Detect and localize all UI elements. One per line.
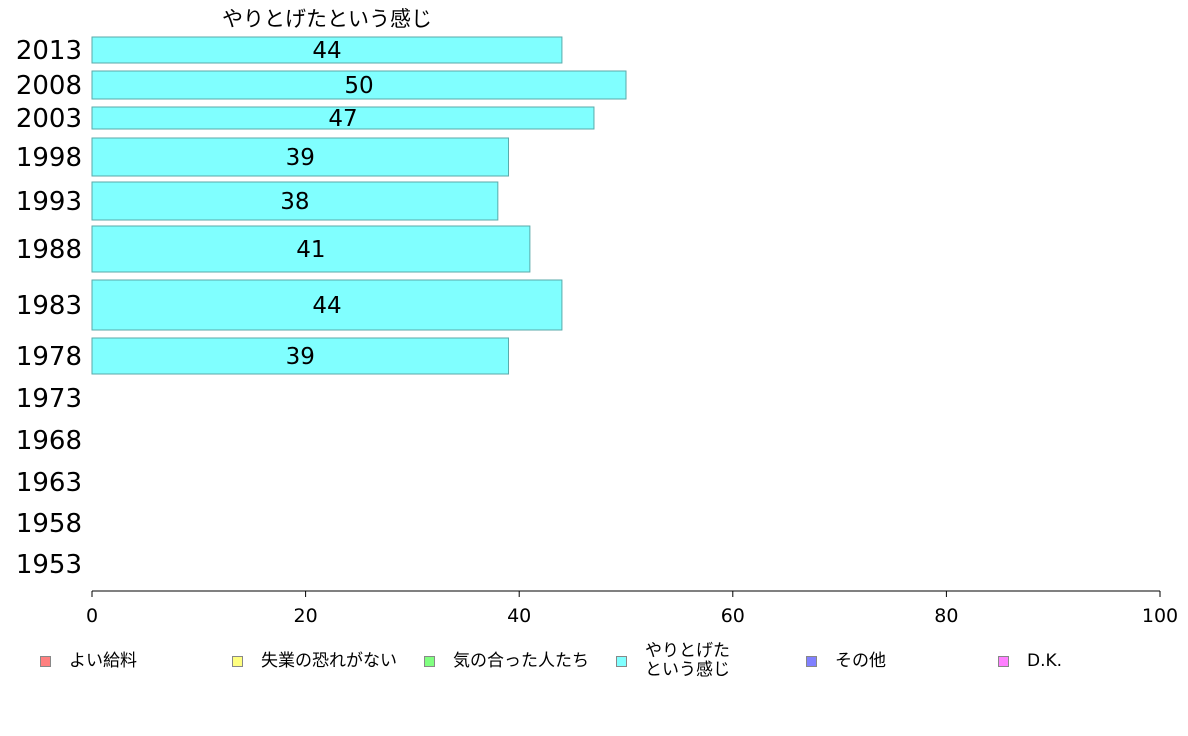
legend-swatch [616,655,627,667]
bar [91,70,627,100]
y-tick-label: 2008 [16,71,82,101]
x-tick-label: 40 [507,605,531,627]
x-tick-label: 0 [86,605,98,627]
legend-label: やりとげた という感じ [645,641,730,680]
legend-swatch [998,655,1009,667]
legend-label: 気の合った人たち [453,650,589,671]
bar [91,36,563,64]
legend-label: D.K. [1027,650,1063,671]
y-tick-label: 1958 [16,509,82,539]
legend-swatch [232,655,243,667]
x-tick-label: 60 [721,605,745,627]
bar [91,225,531,273]
y-tick-label: 1983 [16,291,82,321]
bar-value-label: 41 [296,237,325,263]
y-tick-label: 2013 [16,36,82,66]
bar [91,106,595,130]
chart-title: やりとげたという感じ [222,7,432,31]
bar-value-label: 44 [312,293,341,319]
legend-item: その他 [806,636,886,686]
legend-item: D.K. [998,636,1062,686]
bar [91,137,510,177]
y-tick-label: 1973 [16,384,82,414]
bar-value-label: 38 [280,189,309,215]
y-tick-label: 1978 [16,342,82,372]
legend-label: その他 [835,650,886,671]
bar [91,279,563,331]
y-tick-label: 1968 [16,426,82,456]
x-tick-label: 100 [1142,605,1178,627]
bar-value-label: 50 [344,73,373,99]
y-tick-label: 1993 [16,187,82,217]
legend: よい給料 失業の恐れがない 気の合った人たち やりとげた という感じ その他 D.K. [0,636,1188,686]
x-tick-label: 80 [934,605,958,627]
bar [91,337,510,375]
bar-value-label: 39 [286,344,315,370]
legend-item: 気の合った人たち [424,636,589,686]
y-tick-label: 1988 [16,235,82,265]
bar-value-label: 44 [312,38,341,64]
legend-label: よい給料 [69,650,137,671]
y-tick-label: 1963 [16,468,82,498]
legend-swatch [806,655,817,667]
legend-swatch [424,655,435,667]
x-tick-label: 20 [294,605,318,627]
legend-swatch [40,655,51,667]
bar [91,181,499,221]
legend-item: 失業の恐れがない [232,636,397,686]
legend-item: よい給料 [40,636,137,686]
legend-label: 失業の恐れがない [261,650,397,671]
bar-value-label: 39 [286,145,315,171]
y-tick-label: 1998 [16,143,82,173]
y-tick-label: 1953 [16,550,82,580]
bar-value-label: 47 [328,106,357,132]
y-tick-label: 2003 [16,104,82,134]
legend-item: やりとげた という感じ [616,636,730,686]
